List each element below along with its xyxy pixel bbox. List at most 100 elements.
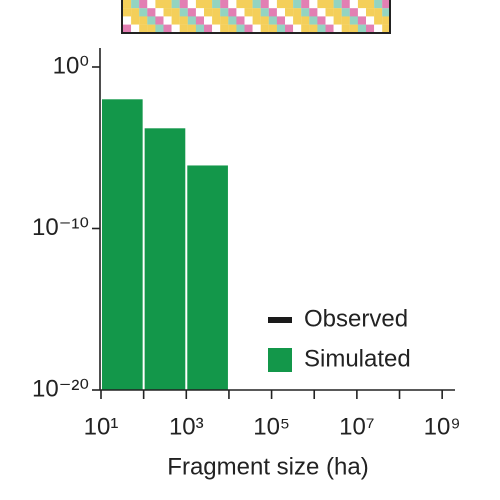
map-cell [171,24,180,33]
map-cell [163,8,172,17]
map-cell [139,24,148,33]
map-cell [171,0,180,9]
map-cell [244,8,253,17]
map-cell [187,24,196,33]
map-cell [317,8,326,17]
map-cell [268,16,277,25]
y-tick-label: 10⁻¹⁰ [32,214,89,241]
map-cell [357,16,367,25]
map-cell [155,24,164,33]
map-cell [317,0,326,9]
map-cell [382,16,391,25]
bar [102,99,143,390]
map-frame [121,0,391,34]
map-cell [374,24,383,33]
map-cell [228,16,237,25]
map-cell [147,8,156,17]
map-cell [285,16,294,25]
map-cell [357,24,367,33]
map-cell [147,24,156,33]
map-cell [276,24,286,33]
map-cell [309,0,318,9]
map-cell [276,0,286,9]
map-cell [349,24,358,33]
map-cell [244,16,253,25]
map-cell [366,16,375,25]
map-cell [317,24,326,33]
map-cell [195,16,205,25]
map-cell [171,16,180,25]
map-cell [252,24,261,33]
map-cell [349,0,358,9]
map-cell [212,24,221,33]
map-cell [333,16,342,25]
map-cell [293,24,302,33]
x-axis-label: Fragment size (ha) [167,453,368,480]
legend-swatch [268,348,292,372]
x-tick-label: 10³ [169,413,204,440]
map-cell [260,16,269,25]
map-cell [195,24,205,33]
map-cell [268,0,277,9]
map-cell [228,8,237,17]
map-cell [139,16,148,25]
map-cell [220,24,229,33]
map-cell [204,16,213,25]
map-cell [374,16,383,25]
map-cell [236,8,245,17]
bar [144,128,186,390]
map-cell [341,0,350,9]
map-cell [317,16,326,25]
map-cell [309,16,318,25]
map-cell [285,24,294,33]
x-tick-label: 10⁵ [253,413,290,440]
map-cell [374,8,383,17]
map-cell [123,8,132,17]
map-cell [293,0,302,9]
map-cell [139,0,148,9]
map-cell [236,24,245,33]
map-cell [155,16,164,25]
map-cell [252,16,261,25]
map-cell [228,0,237,9]
map-cell [366,24,375,33]
map-cell [179,0,188,9]
map-cell [382,8,391,17]
map-cell [179,24,188,33]
map-cell [260,24,269,33]
map-cell [268,24,277,33]
map-cell [325,24,334,33]
map-cell [236,0,245,9]
map-cell [187,0,196,9]
map-cell [357,0,367,9]
map-cell [285,0,294,9]
map-cell [382,24,391,33]
map-cell [341,16,350,25]
map-cell [252,0,261,9]
map-cell [366,0,375,9]
map-cell [301,24,310,33]
map-cell [333,24,342,33]
x-tick-label: 10¹ [84,413,119,440]
map-cell [357,8,367,17]
map-cell [220,16,229,25]
map-cell [244,0,253,9]
map-cell [252,8,261,17]
map-cell [382,0,391,9]
map-cell [212,16,221,25]
map-cell [195,8,205,17]
map-cell [220,0,229,9]
y-tick-label: 10⁻²⁰ [32,375,89,402]
y-tick-label: 10⁰ [53,52,89,79]
map-cell [325,8,334,17]
map-cell [187,16,196,25]
map-cell [333,0,342,9]
x-tick-label: 10⁷ [339,413,374,440]
map-cell [260,8,269,17]
map-cell [268,8,277,17]
map-cell [374,0,383,9]
map-cell [293,8,302,17]
x-tick-label: 10⁹ [424,413,461,440]
map-cell [147,0,156,9]
